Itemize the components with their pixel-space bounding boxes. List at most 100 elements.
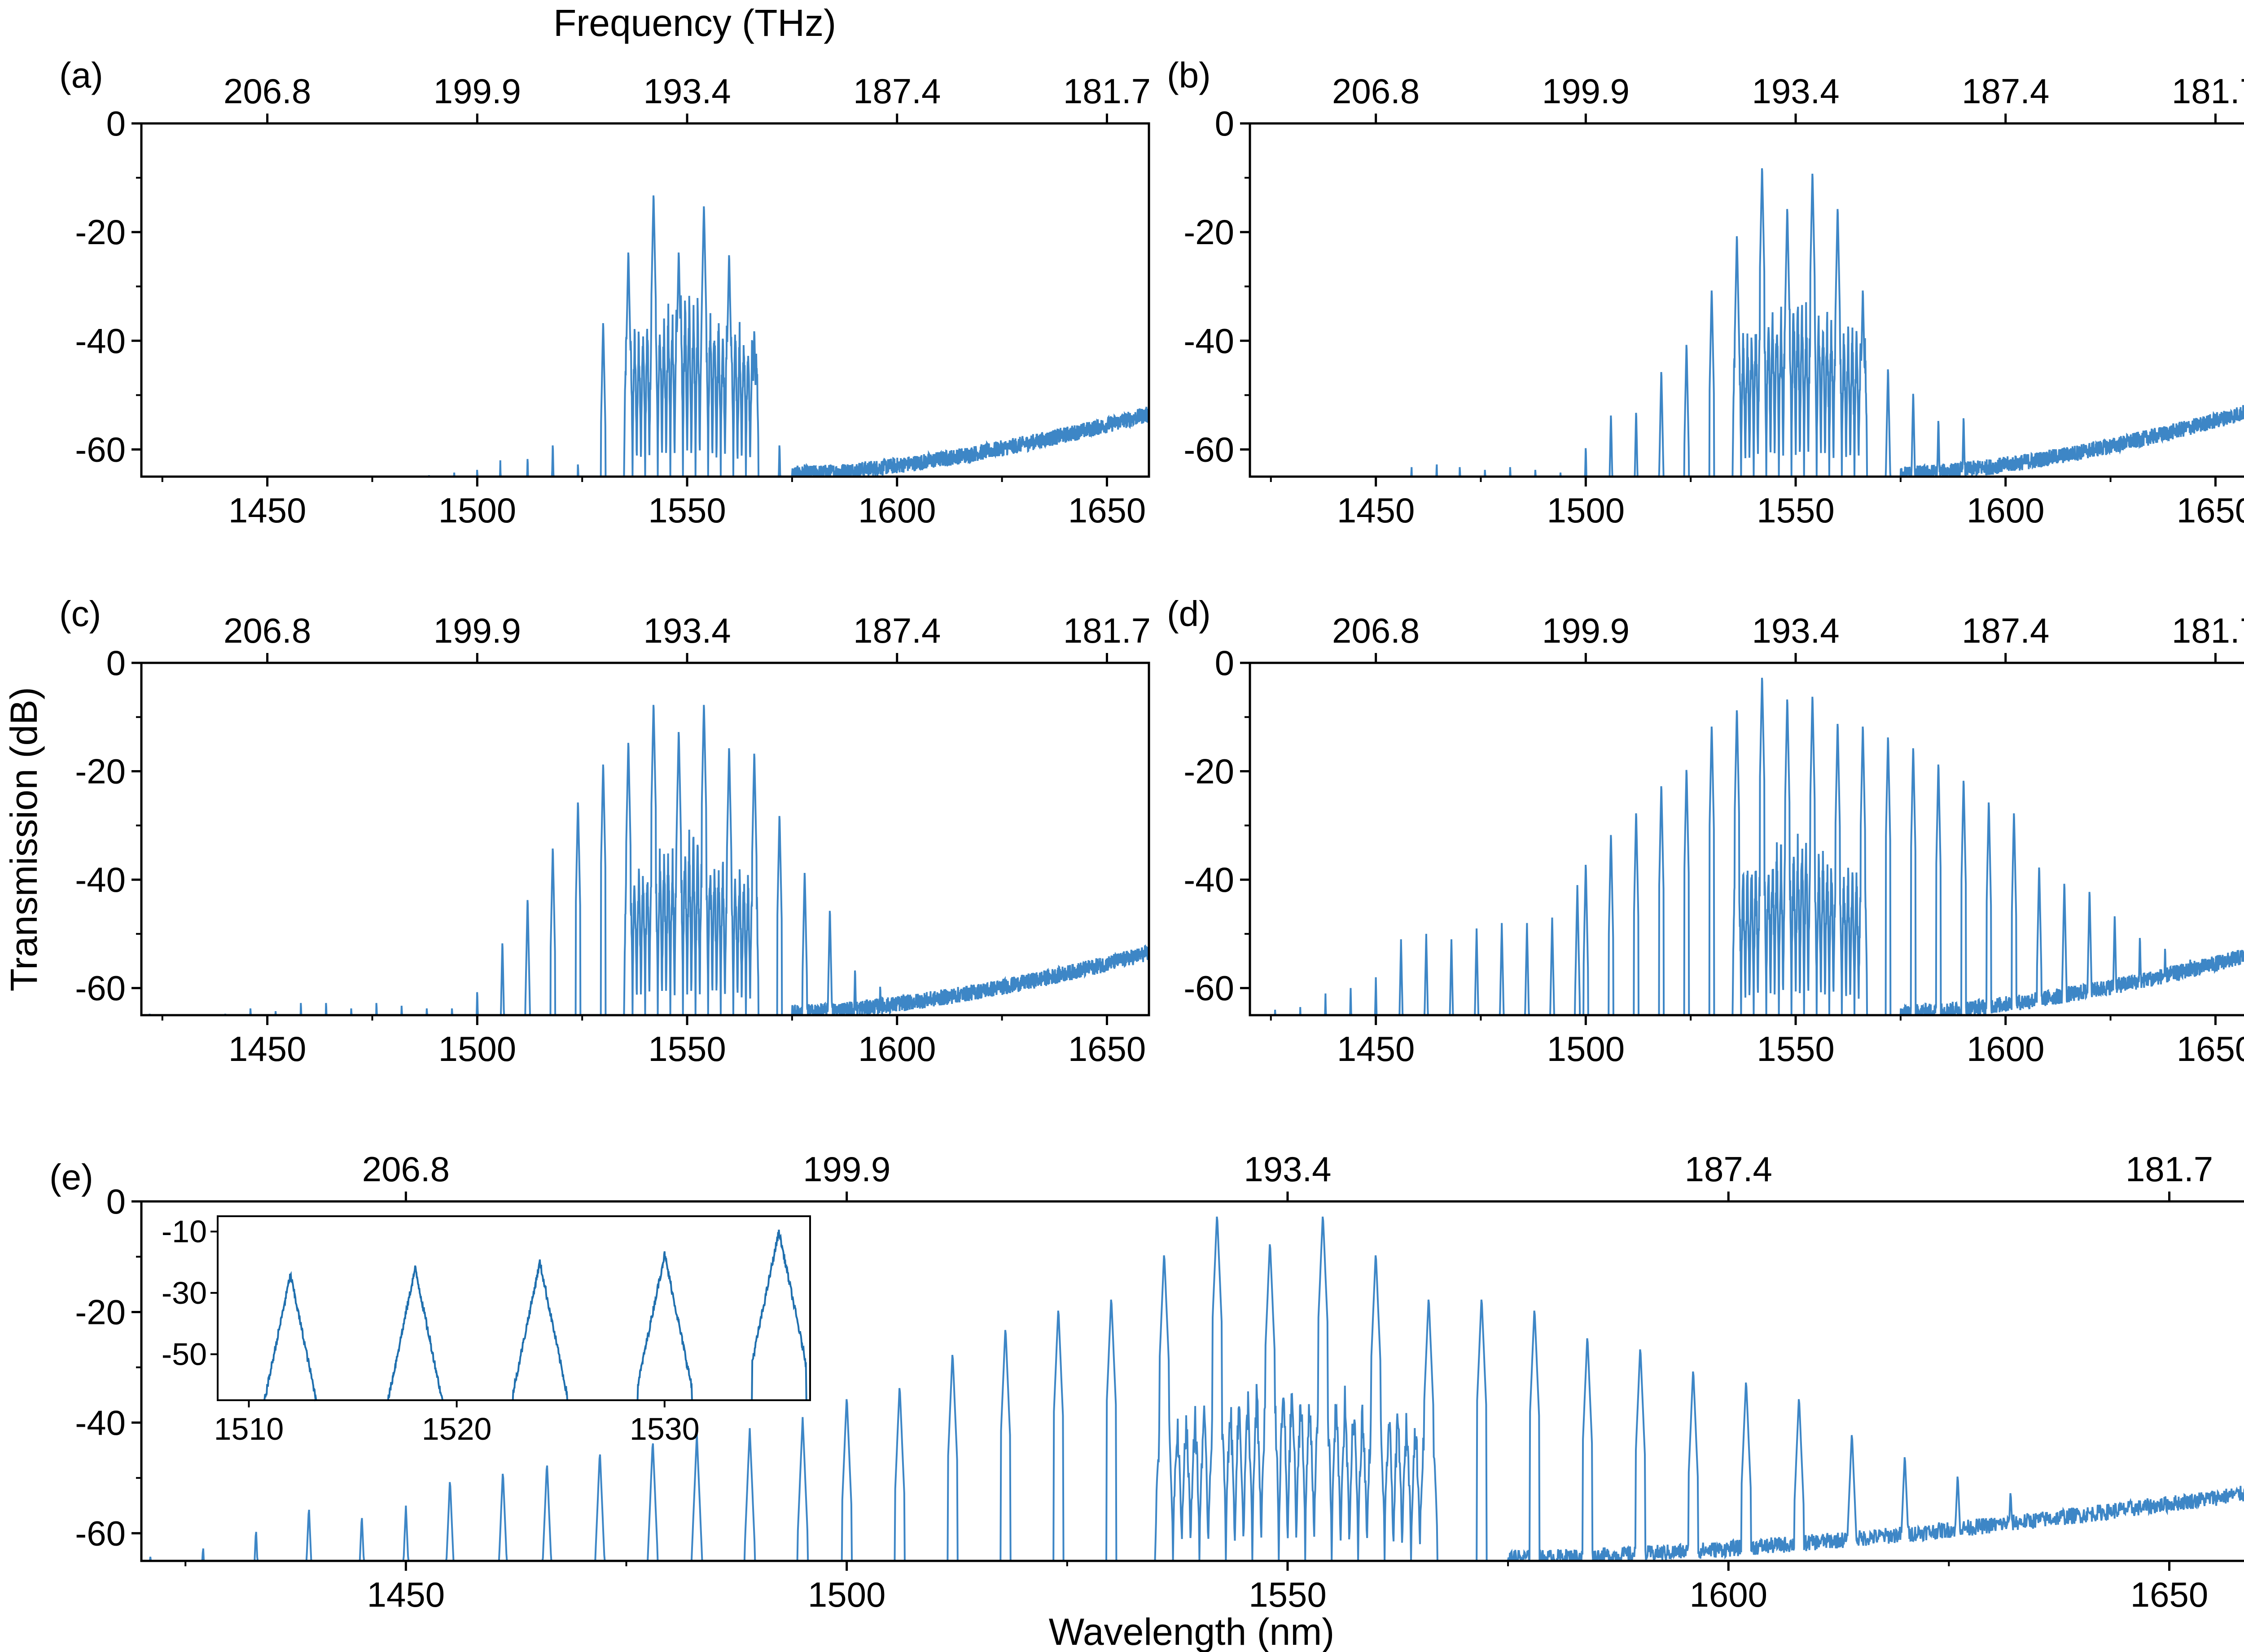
top-tick-label-c: 181.7 (1063, 611, 1151, 650)
y-tick-label-b: -60 (1183, 429, 1234, 469)
panel-tag-b: (b) (1167, 55, 1211, 95)
top-tick-label-e: 193.4 (1244, 1149, 1331, 1189)
y-tick-label-e: -60 (75, 1513, 126, 1553)
x-tick-label-a: 1600 (858, 491, 936, 530)
x-tick-label-e: 1450 (367, 1575, 445, 1614)
plot-frame-c (140, 662, 1150, 1017)
plot-frame-d (1249, 662, 2244, 1017)
inset-y-tick-label: -50 (162, 1337, 207, 1372)
y-tick-label-c: 0 (106, 643, 126, 683)
x-tick-label-e: 1550 (1249, 1575, 1327, 1614)
top-tick-label-b: 187.4 (1962, 71, 2049, 111)
spectrum-trace-c (141, 705, 1149, 1015)
x-tick-label-e: 1500 (808, 1575, 886, 1614)
y-tick-label-d: -40 (1183, 860, 1234, 899)
top-tick-label-a: 199.9 (434, 71, 521, 111)
top-tick-label-e: 206.8 (362, 1149, 450, 1189)
chart-panel-c: (c) 1450 1500 1550 1600 1650 206.8 199.9 193.4 18… (59, 594, 1151, 1069)
top-tick-label-d: 206.8 (1332, 611, 1420, 650)
y-tick-label-e: 0 (106, 1182, 126, 1221)
y-tick-label-a: -20 (75, 212, 126, 252)
top-tick-label-d: 181.7 (2172, 611, 2244, 650)
bottom-axis-title: Wavelength (nm) (1049, 1611, 1334, 1652)
top-tick-label-a: 206.8 (224, 71, 311, 111)
top-tick-label-b: 193.4 (1752, 71, 1839, 111)
top-tick-label-e: 187.4 (1685, 1149, 1772, 1189)
inset-background (218, 1216, 810, 1400)
top-axis-title: Frequency (THz) (553, 2, 836, 44)
x-tick-label-c: 1550 (648, 1029, 726, 1069)
x-tick-label-d: 1500 (1547, 1029, 1625, 1069)
y-tick-label-b: -40 (1183, 321, 1234, 360)
x-tick-label-d: 1450 (1337, 1029, 1415, 1069)
y-tick-label-c: -20 (75, 752, 126, 791)
top-tick-label-d: 199.9 (1542, 611, 1630, 650)
x-tick-label-c: 1650 (1068, 1029, 1146, 1069)
spectrum-trace-b (1250, 168, 2244, 477)
chart-panel-a: (a) 1450 1500 1550 1600 1650 206.8 199.9 193.4 18… (59, 55, 1151, 530)
x-tick-label-a: 1450 (228, 491, 307, 530)
inset-x-tick-label: 1530 (630, 1411, 700, 1446)
plot-frame-b (1249, 122, 2244, 478)
inset-y-tick-label: -30 (162, 1275, 207, 1310)
x-tick-label-b: 1650 (2177, 491, 2244, 530)
plot-frame-e (140, 1200, 2244, 1562)
y-tick-label-c: -40 (75, 860, 126, 899)
y-axis-title: Transmission (dB) (3, 687, 45, 991)
x-tick-label-e: 1650 (2130, 1575, 2209, 1614)
x-tick-label-a: 1550 (648, 491, 726, 530)
top-tick-label-b: 199.9 (1542, 71, 1630, 111)
x-tick-label-c: 1450 (228, 1029, 307, 1069)
x-tick-label-b: 1500 (1547, 491, 1625, 530)
y-tick-label-b: -20 (1183, 212, 1234, 252)
y-tick-label-a: -40 (75, 321, 126, 360)
y-tick-label-d: -20 (1183, 752, 1234, 791)
chart-panel-b: (b) 1450 1500 1550 1600 1650 206.8 199.9 193.4 18… (1167, 55, 2244, 530)
top-tick-label-a: 193.4 (643, 71, 731, 111)
y-tick-label-d: 0 (1215, 643, 1234, 683)
x-tick-label-d: 1600 (1967, 1029, 2045, 1069)
spectrum-trace-d (1250, 678, 2244, 1015)
y-tick-label-a: 0 (106, 104, 126, 143)
y-tick-label-c: -60 (75, 968, 126, 1008)
top-tick-label-e: 199.9 (803, 1149, 890, 1189)
panel-tag-a: (a) (59, 55, 103, 95)
y-tick-label-b: 0 (1215, 104, 1234, 143)
top-tick-label-c: 193.4 (643, 611, 731, 650)
top-tick-label-a: 181.7 (1063, 71, 1151, 111)
x-tick-label-c: 1600 (858, 1029, 936, 1069)
x-tick-label-d: 1550 (1757, 1029, 1835, 1069)
x-tick-label-e: 1600 (1689, 1575, 1767, 1614)
panel-tag-c: (c) (59, 594, 101, 634)
top-tick-label-c: 206.8 (224, 611, 311, 650)
x-tick-label-b: 1550 (1757, 491, 1835, 530)
top-tick-label-a: 187.4 (853, 71, 941, 111)
top-tick-label-e: 181.7 (2126, 1149, 2213, 1189)
spectrum-trace-e (141, 1216, 2244, 1561)
x-tick-label-b: 1450 (1337, 491, 1415, 530)
y-tick-label-d: -60 (1183, 968, 1234, 1008)
chart-panel-d: (d) 1450 1500 1550 1600 1650 206.8 199.9 193.4 18… (1167, 594, 2244, 1069)
inset-x-tick-label: 1510 (214, 1411, 284, 1446)
top-tick-label-b: 181.7 (2172, 71, 2244, 111)
inset-plot: 1510 1520 1530 -10 -30 -50 (162, 1214, 811, 1446)
x-tick-label-a: 1650 (1068, 491, 1146, 530)
panel-tag-d: (d) (1167, 594, 1211, 634)
inset-x-tick-label: 1520 (422, 1411, 492, 1446)
spectrum-trace-a (141, 195, 1149, 477)
top-tick-label-d: 193.4 (1752, 611, 1839, 650)
plot-frame-a (140, 122, 1150, 478)
inset-frame (217, 1215, 811, 1401)
top-tick-label-c: 199.9 (434, 611, 521, 650)
y-tick-label-e: -40 (75, 1403, 126, 1442)
x-tick-label-c: 1500 (438, 1029, 517, 1069)
x-tick-label-a: 1500 (438, 491, 517, 530)
panels: (a) 1450 1500 1550 1600 1650 206.8 199.9 193.4 18… (49, 55, 2244, 1614)
top-tick-label-b: 206.8 (1332, 71, 1420, 111)
panel-tag-e: (e) (49, 1157, 93, 1197)
x-tick-label-b: 1600 (1967, 491, 2045, 530)
top-tick-label-c: 187.4 (853, 611, 941, 650)
inset-y-tick-label: -10 (162, 1214, 207, 1249)
x-tick-label-d: 1650 (2177, 1029, 2244, 1069)
